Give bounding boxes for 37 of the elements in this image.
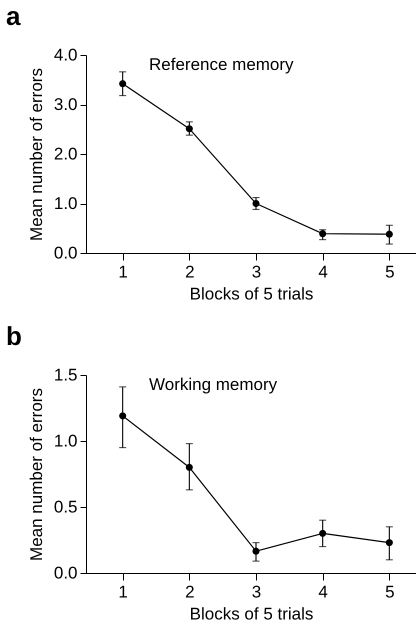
y-tick-label: 0.5 [54,498,78,516]
x-tick-label: 5 [385,582,395,602]
y-tick-label: 2.0 [54,144,78,164]
point [252,200,260,208]
x-axis-title: Blocks of 5 trials [190,604,314,624]
chart-title: b [6,321,22,351]
point [386,230,393,238]
y-tick-label: 0.0 [54,564,78,582]
y-axis-title: Mean number of errors [26,68,46,241]
x-axis-title: Blocks of 5 trials [190,284,314,304]
point [252,548,260,555]
point [186,125,193,132]
x-tick-label: 2 [185,582,195,602]
point [119,412,126,420]
y-tick-label: 1.0 [54,432,78,450]
point [119,80,126,88]
x-tick-label: 5 [385,262,395,282]
annotation: Reference memory [149,55,294,74]
x-tick-label: 3 [252,582,262,602]
x-tick-label: 3 [252,262,262,282]
point [186,464,193,471]
x-tick-label: 4 [318,262,328,282]
point [386,539,393,546]
annotation: Working memory [149,375,278,394]
y-tick-label: 1.0 [54,194,78,213]
y-tick-label: 4.0 [54,46,78,64]
point [319,230,326,238]
x-tick-label: 1 [118,582,128,602]
y-tick-label: 3.0 [54,95,78,114]
chart-title: a [6,1,21,31]
y-tick-label: 1.5 [54,366,78,384]
y-tick-label: 0.0 [54,244,78,262]
y-axis-title: Mean number of errors [26,388,46,561]
x-tick-label: 2 [185,262,195,282]
point [319,530,326,537]
x-tick-label: 1 [118,262,128,282]
x-tick-label: 4 [318,582,328,602]
